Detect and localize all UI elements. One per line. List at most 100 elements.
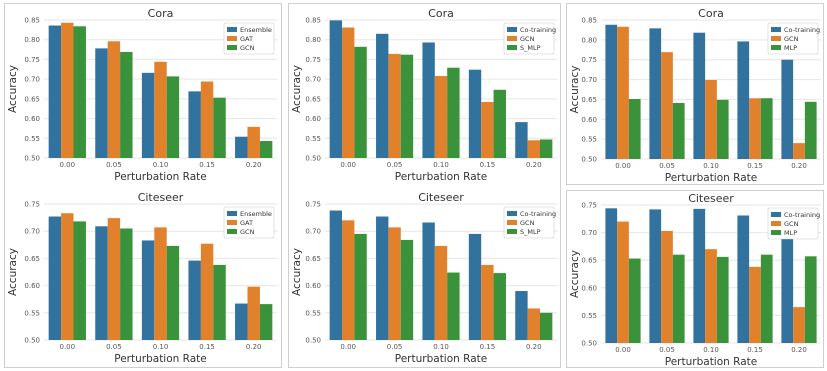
bar — [515, 122, 528, 158]
y-tick-label: 0.55 — [305, 135, 321, 143]
bar — [400, 54, 414, 158]
bar — [141, 72, 155, 158]
x-tick-label: 0.00 — [615, 162, 631, 170]
x-axis-label: Perturbation Rate — [114, 171, 206, 183]
bar — [422, 222, 435, 340]
x-tick-label: 0.00 — [340, 343, 356, 351]
x-tick-label: 0.15 — [747, 162, 763, 170]
bar — [154, 227, 167, 340]
bar — [259, 304, 273, 340]
y-tick-label: 0.60 — [24, 115, 40, 123]
legend-swatch — [507, 229, 517, 234]
bar — [737, 41, 750, 160]
y-axis-label: Accuracy — [569, 250, 581, 298]
bar — [760, 254, 773, 343]
bar — [447, 272, 460, 340]
y-tick-label: 0.50 — [305, 155, 321, 163]
legend-label: GCN — [520, 219, 535, 227]
y-tick-label: 0.75 — [581, 56, 597, 64]
bar — [61, 213, 74, 340]
legend-label: Co-training — [520, 210, 556, 218]
bar — [154, 61, 167, 159]
legend-label: GAT — [240, 35, 253, 43]
y-axis-label: Accuracy — [7, 248, 19, 296]
bar — [434, 245, 448, 340]
y-tick-label: 0.70 — [581, 229, 597, 237]
y-tick-label: 0.70 — [24, 76, 40, 84]
bar — [422, 42, 435, 158]
y-tick-label: 0.80 — [581, 36, 597, 44]
legend-swatch — [771, 27, 781, 32]
y-tick-label: 0.75 — [581, 202, 597, 210]
x-axis-label: Perturbation Rate — [395, 171, 487, 183]
x-tick-label: 0.15 — [199, 343, 215, 351]
bar — [793, 307, 805, 343]
y-tick-label: 0.65 — [305, 255, 321, 263]
y-tick-label: 0.70 — [305, 228, 321, 236]
y-tick-label: 0.50 — [24, 337, 40, 345]
x-tick-label: 0.20 — [526, 161, 542, 169]
bar — [716, 99, 729, 159]
bar — [481, 264, 494, 340]
legend-label: Ensemble — [240, 210, 272, 218]
bar — [515, 291, 528, 340]
y-tick-label: 0.65 — [581, 257, 597, 265]
y-tick-label: 0.80 — [305, 36, 321, 44]
x-tick-label: 0.00 — [615, 346, 631, 354]
x-tick-label: 0.20 — [791, 346, 807, 354]
legend-swatch — [771, 36, 781, 41]
legend-label: Ensemble — [240, 26, 272, 34]
legend-label: S_MLP — [520, 44, 541, 52]
chart-title: Citeseer — [418, 191, 464, 204]
y-axis-label: Accuracy — [291, 65, 303, 113]
bar — [628, 99, 641, 159]
y-tick-label: 0.60 — [305, 282, 321, 290]
chart-citeseer-ensemble: 0.50 0.55 0.60 0.65 0.70 0.75 0.00 0.05 0.10 0.15… — [7, 191, 277, 365]
y-tick-label: 0.55 — [24, 309, 40, 317]
y-tick-label: 0.75 — [305, 56, 321, 64]
chart-citeseer-cotraining-mlp: 0.50 0.55 0.60 0.65 0.70 0.75 0.00 0.05 0.10 0.15… — [569, 192, 821, 367]
x-axis-label: Perturbation Rate — [665, 356, 757, 367]
bar — [781, 59, 794, 159]
y-tick-label: 0.60 — [305, 115, 321, 123]
bar — [376, 216, 389, 340]
legend-swatch — [507, 211, 517, 216]
y-tick-label: 0.65 — [24, 255, 40, 263]
y-tick-label: 0.85 — [305, 17, 321, 25]
legend-label: MLP — [784, 229, 797, 237]
bar — [749, 98, 761, 159]
x-tick-label: 0.15 — [480, 343, 496, 351]
bar — [649, 209, 662, 343]
legend-swatch — [227, 211, 237, 216]
x-tick-label: 0.20 — [246, 161, 262, 169]
y-tick-label: 0.50 — [305, 337, 321, 345]
x-tick-label: 0.20 — [246, 343, 262, 351]
bar — [61, 22, 74, 159]
y-axis-label: Accuracy — [569, 66, 581, 114]
bar — [793, 143, 805, 159]
legend-label: GCN — [784, 35, 799, 43]
bar — [259, 141, 273, 158]
bar — [605, 24, 618, 159]
bar — [388, 53, 401, 159]
y-tick-label: 0.65 — [581, 96, 597, 104]
legend-swatch — [227, 45, 237, 50]
bar — [672, 103, 685, 159]
bar — [649, 28, 662, 160]
bar — [329, 210, 343, 340]
y-tick-label: 0.85 — [581, 17, 597, 25]
bar — [354, 233, 367, 340]
x-tick-label: 0.05 — [106, 161, 122, 169]
y-tick-label: 0.85 — [24, 17, 40, 25]
legend-label: GCN — [520, 35, 535, 43]
chart-citeseer-cotraining-smlp: 0.50 0.55 0.60 0.65 0.70 0.75 0.00 0.05 0.10 0.15… — [291, 191, 557, 365]
legend-label: Co-training — [520, 26, 556, 34]
bar — [705, 79, 717, 159]
bar — [388, 227, 401, 340]
chart-title: Cora — [148, 7, 174, 20]
bar — [661, 230, 673, 343]
bar — [468, 233, 482, 340]
y-tick-label: 0.50 — [581, 340, 597, 348]
chart-title: Cora — [428, 7, 454, 20]
legend-swatch — [507, 220, 517, 225]
